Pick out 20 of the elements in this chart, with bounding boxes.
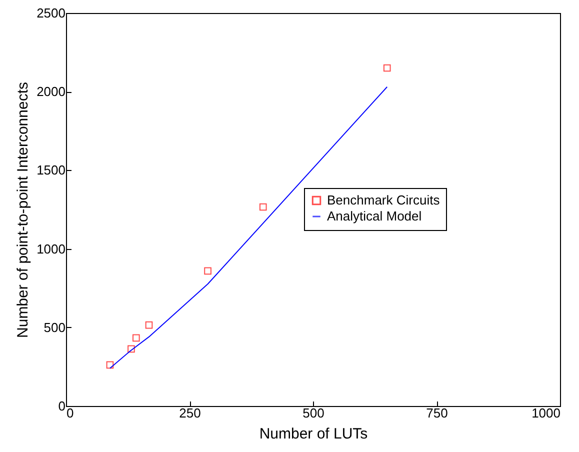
point (145, 321, 153, 329)
point (106, 361, 114, 369)
y-tick-label: 2000 (36, 84, 66, 100)
point (383, 64, 391, 72)
x-tick-label: 1000 (532, 406, 560, 420)
legend-label: Benchmark Circuits (327, 192, 440, 208)
point (204, 267, 212, 275)
point (132, 334, 140, 342)
legend-label: Analytical Model (327, 208, 422, 224)
x-tick-label: 500 (302, 406, 324, 420)
x-axis-title: Number of LUTs (259, 426, 368, 442)
y-tick-label: 2500 (36, 6, 66, 20)
y-tick-label: 1500 (36, 162, 66, 178)
x-tick-label: 250 (179, 406, 201, 420)
x-tick-label: 750 (426, 406, 448, 420)
y-tick-label: 1000 (36, 241, 66, 256)
point (128, 345, 135, 353)
point (259, 203, 267, 211)
y-axis-title: Number of point-to-point Interconnects (14, 82, 32, 338)
y-tick-label: 500 (44, 320, 66, 335)
